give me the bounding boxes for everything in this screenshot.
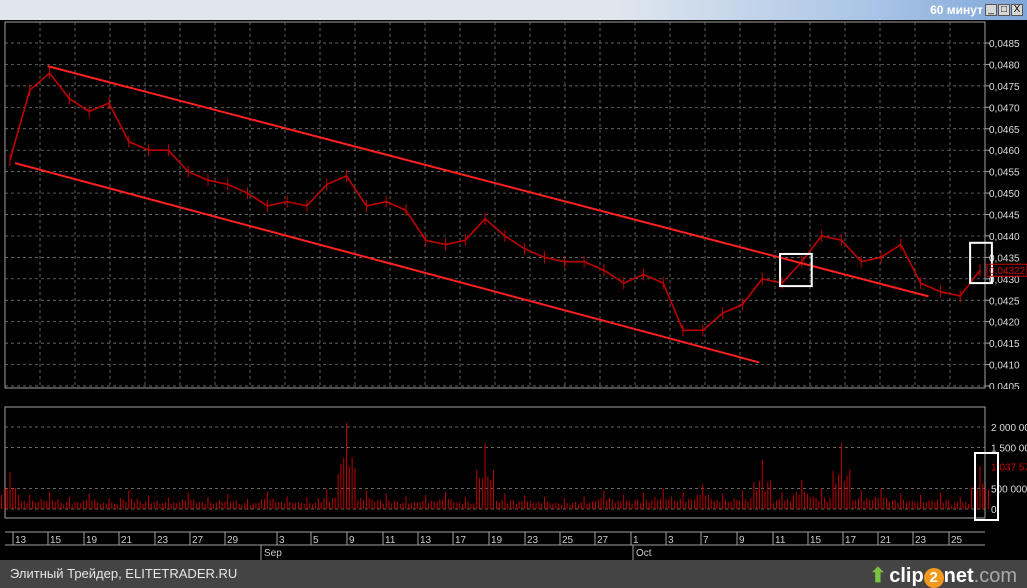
last-price-label: 0,04322 xyxy=(989,266,1026,277)
date-tick-label: 9 xyxy=(739,535,745,546)
date-tick-label: 19 xyxy=(491,535,503,546)
price-tick-label: 0,0485 xyxy=(989,39,1020,50)
date-tick-label: 23 xyxy=(915,535,927,546)
last-price-box xyxy=(986,263,1027,277)
date-tick-label: 23 xyxy=(527,535,539,546)
price-tick-label: 0,0410 xyxy=(989,361,1020,372)
footer-text: Элитный Трейдер, ELITETRADER.RU xyxy=(10,566,238,581)
price-tick-label: 0,0465 xyxy=(989,125,1020,136)
maximize-button[interactable]: □ xyxy=(998,4,1010,16)
price-tick-label: 0,0455 xyxy=(989,168,1020,179)
price-tick-label: 0,0405 xyxy=(989,382,1020,393)
channel-line-upper xyxy=(47,65,929,298)
panel-divider xyxy=(0,389,1027,406)
date-tick-label: 27 xyxy=(192,535,204,546)
date-tick-label: 21 xyxy=(121,535,133,546)
highlight-box xyxy=(969,241,993,285)
month-label: Oct xyxy=(636,548,652,559)
channel-line-lower xyxy=(14,162,760,364)
date-tick-label: 19 xyxy=(86,535,98,546)
date-tick-label: 3 xyxy=(668,535,674,546)
date-tick-label: 15 xyxy=(50,535,62,546)
footer: Элитный Трейдер, ELITETRADER.RU ⬆ clip 2 ne… xyxy=(0,560,1027,588)
highlight-box xyxy=(779,252,813,288)
price-tick-label: 0,0425 xyxy=(989,296,1020,307)
date-tick-label: 9 xyxy=(349,535,355,546)
last-volume-label: 1 037 57 xyxy=(991,462,1027,473)
price-tick-label: 0,0460 xyxy=(989,146,1020,157)
date-tick-label: 1 xyxy=(633,535,639,546)
price-tick-label: 0,0450 xyxy=(989,189,1020,200)
date-tick-label: 3 xyxy=(279,535,285,546)
date-tick-label: 7 xyxy=(703,535,709,546)
close-button[interactable]: X xyxy=(1011,4,1023,16)
price-tick-label: 0,0435 xyxy=(989,253,1020,264)
price-tick-label: 0,0415 xyxy=(989,339,1020,350)
minimize-button[interactable]: _ xyxy=(985,4,997,16)
price-tick-label: 0,0475 xyxy=(989,82,1020,93)
price-tick-label: 0,0480 xyxy=(989,60,1020,71)
date-tick-label: 23 xyxy=(157,535,169,546)
date-tick-label: 13 xyxy=(15,535,27,546)
date-tick-label: 11 xyxy=(775,535,786,546)
date-tick-label: 27 xyxy=(597,535,609,546)
date-tick-label: 29 xyxy=(227,535,239,546)
volume-tick-label: 0 xyxy=(991,505,997,516)
date-tick-label: 17 xyxy=(455,535,467,546)
price-tick-label: 0,0430 xyxy=(989,275,1020,286)
volume-panel: 2 000 00 1 500 00 500 000 0 1 037 57 xyxy=(0,389,1027,521)
volume-plot-frame xyxy=(4,406,986,519)
date-tick-label: 25 xyxy=(562,535,574,546)
date-tick-label: 21 xyxy=(880,535,892,546)
date-tick-label: 13 xyxy=(420,535,432,546)
volume-tick-label: 2 000 00 xyxy=(991,423,1027,434)
clip2net-logo: ⬆ clip 2 net.com xyxy=(869,565,1017,588)
price-tick-label: 0,0445 xyxy=(989,211,1020,222)
window-titlebar: 60 минут _ □ X xyxy=(0,0,1027,20)
price-line xyxy=(9,71,981,332)
price-panel: 0,0485 0,0480 0,0475 0,0470 0,0465 0,0460 0,04… xyxy=(4,21,1027,393)
month-label: Sep xyxy=(264,548,282,559)
price-volume-chart: 0,0485 0,0480 0,0475 0,0470 0,0465 0,0460 0,04… xyxy=(0,21,1027,560)
volume-tick-label: 1 500 00 xyxy=(991,444,1027,455)
date-tick-label: 5 xyxy=(313,535,319,546)
date-tick-label: 25 xyxy=(951,535,963,546)
date-tick-label: 17 xyxy=(845,535,857,546)
window-title: 60 минут xyxy=(930,3,983,17)
date-tick-label: 11 xyxy=(385,535,396,546)
date-tick-label: 15 xyxy=(810,535,822,546)
date-axis: 13 15 19 21 23 27 29 3 5 9 11 13 17 19 23 25 27 1 3 7 9 11 15 1… xyxy=(5,531,985,560)
volume-tick-label: 500 000 xyxy=(991,485,1027,496)
price-tick-label: 0,0440 xyxy=(989,232,1020,243)
price-tick-label: 0,0420 xyxy=(989,318,1020,329)
volume-highlight-box xyxy=(974,452,999,521)
price-tick-label: 0,0470 xyxy=(989,103,1020,114)
